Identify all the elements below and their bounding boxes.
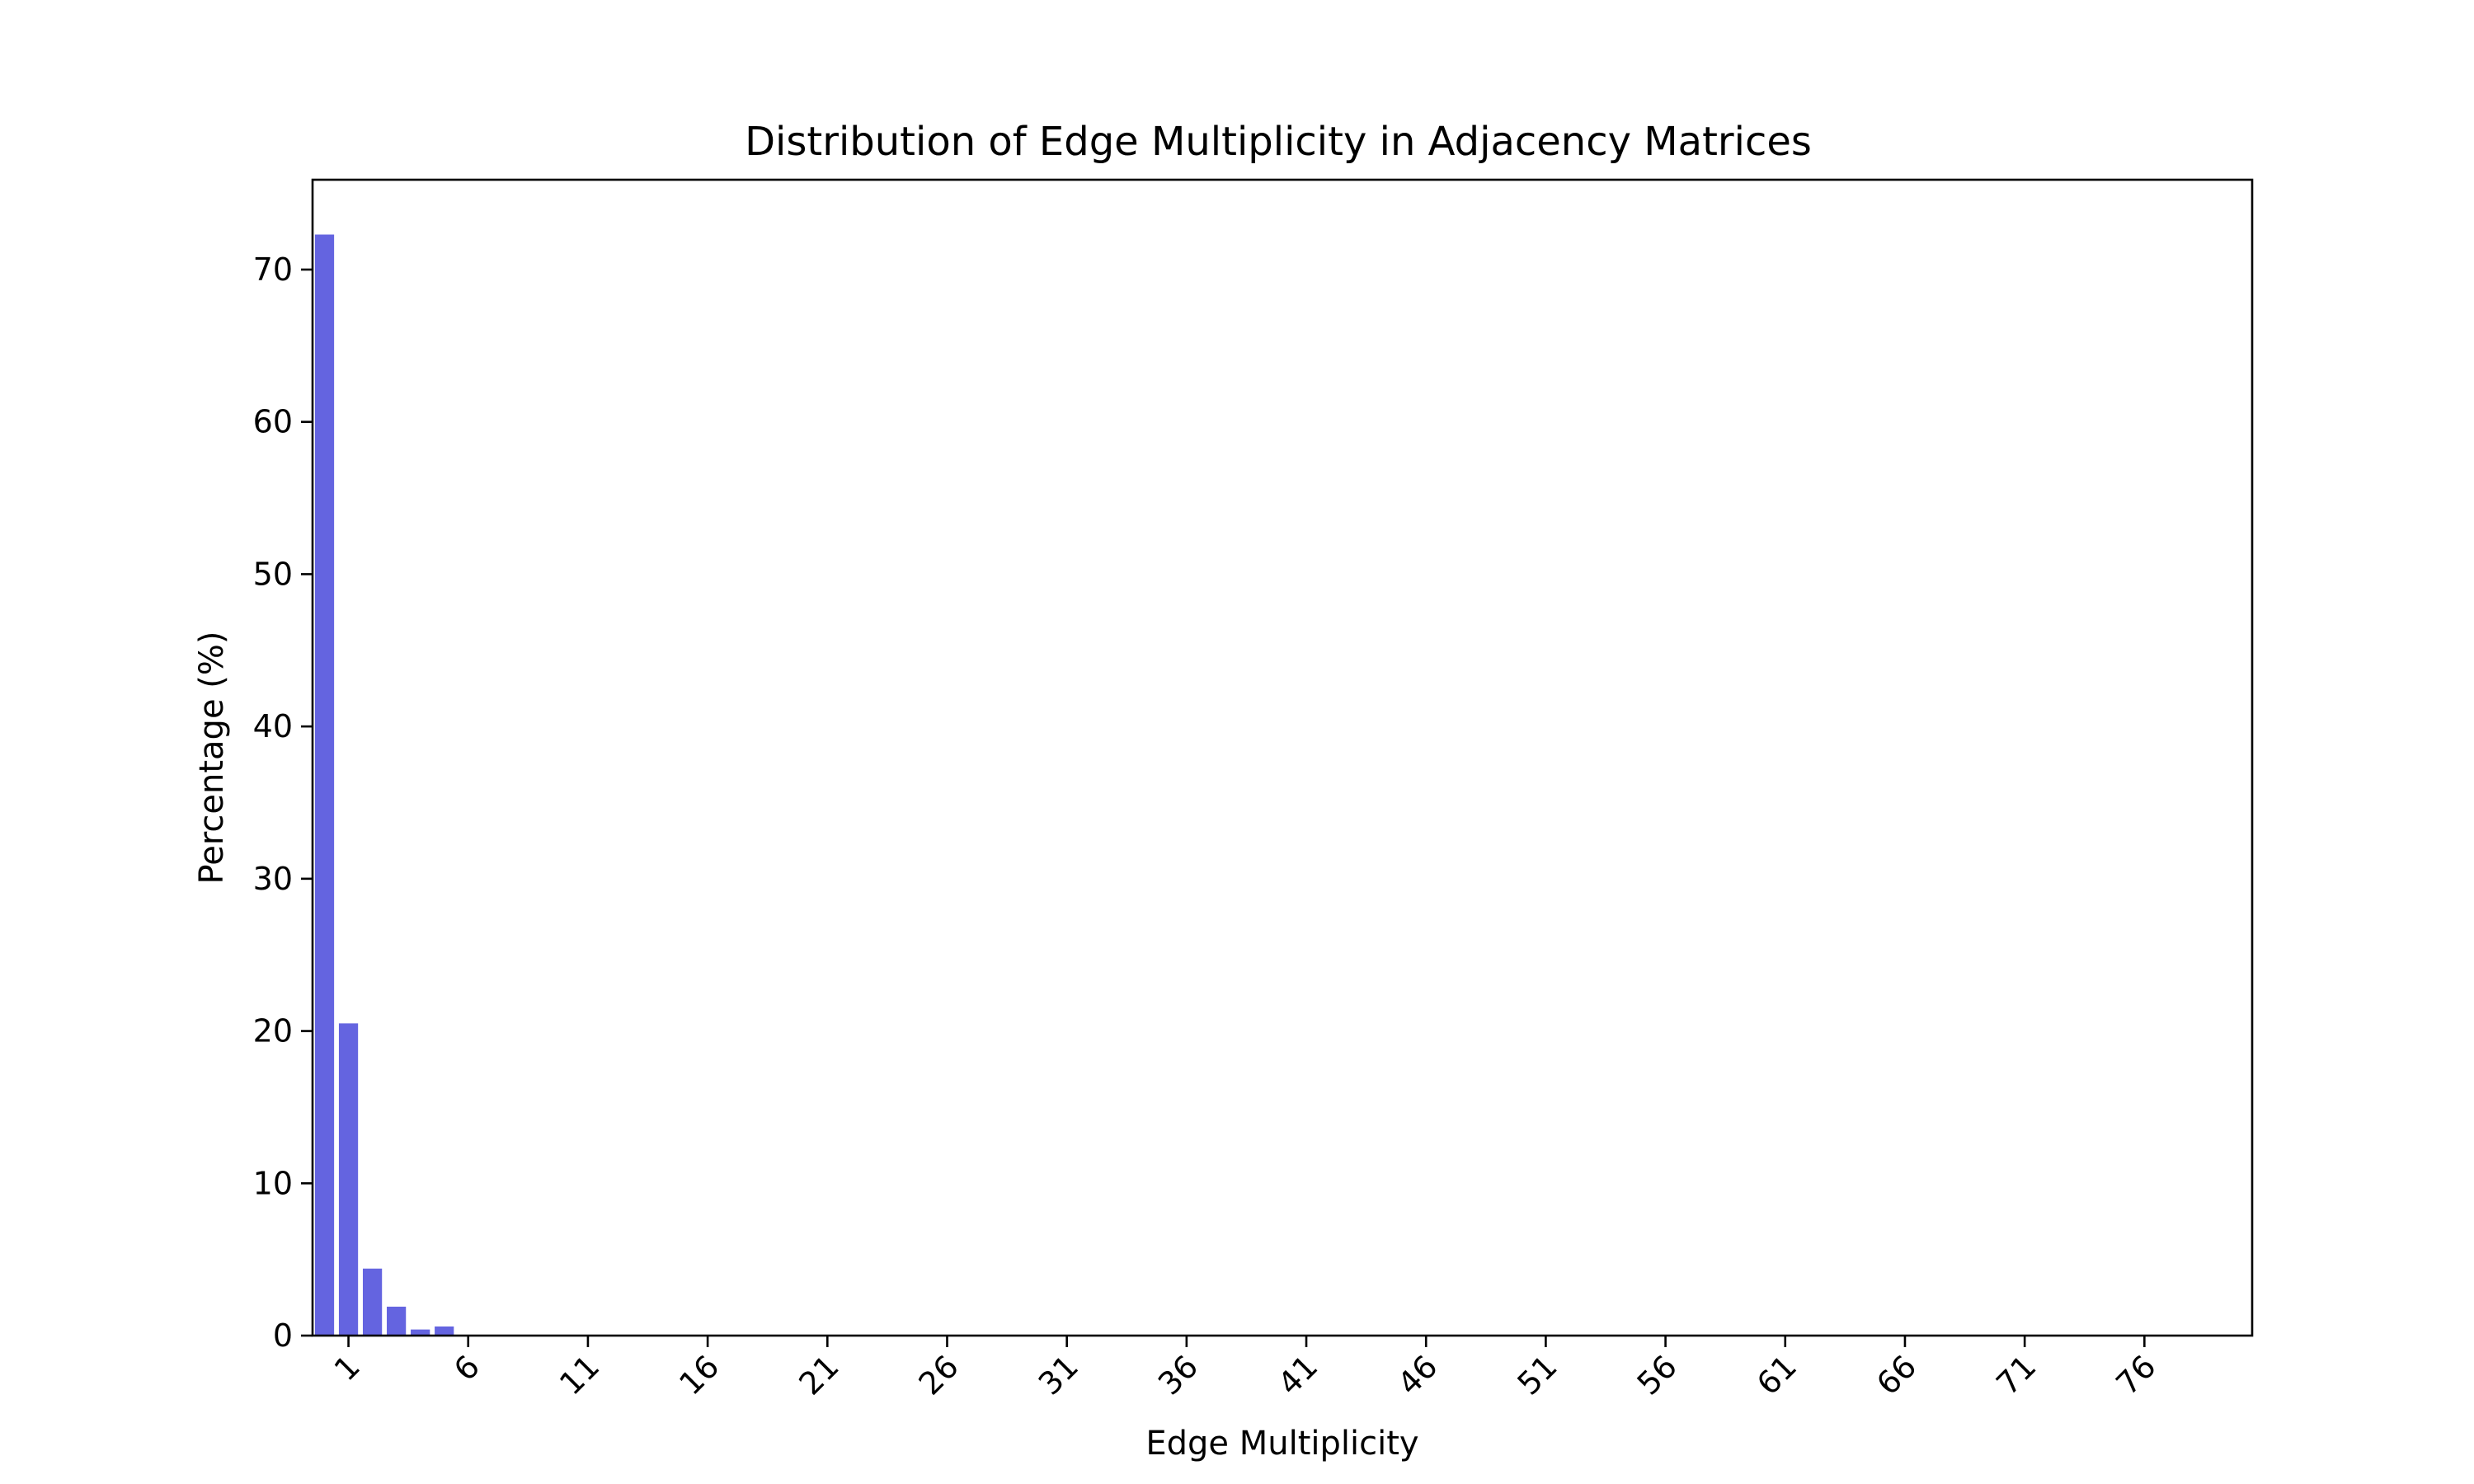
x-tick-label-36: 36 — [1151, 1348, 1205, 1402]
x-tick-label-61: 61 — [1750, 1348, 1804, 1402]
bar-1 — [338, 1023, 359, 1336]
y-tick-label-0: 0 — [273, 1317, 293, 1354]
y-tick-label-50: 50 — [253, 556, 293, 592]
x-axis-label: Edge Multiplicity — [1145, 1425, 1418, 1463]
x-tick-label-56: 56 — [1630, 1348, 1684, 1402]
bars — [314, 234, 454, 1336]
plot-area-frame — [311, 178, 2254, 1337]
y-axis-label: Percentage (%) — [193, 632, 231, 885]
chart-title: Distribution of Edge Multiplicity in Adj… — [745, 119, 1812, 165]
bar-2 — [362, 1268, 383, 1336]
y-tick-label-30: 30 — [253, 861, 293, 897]
x-tick-label-11: 11 — [553, 1348, 606, 1402]
x-tick-label-1: 1 — [327, 1348, 367, 1388]
x-tick-label-46: 46 — [1390, 1348, 1444, 1402]
bar-4 — [411, 1329, 430, 1336]
x-tick-label-66: 66 — [1870, 1348, 1923, 1402]
x-tick-label-41: 41 — [1271, 1348, 1324, 1402]
x-tick-label-71: 71 — [1989, 1348, 2043, 1402]
y-tick-label-10: 10 — [253, 1165, 293, 1201]
y-tick-label-40: 40 — [253, 708, 293, 744]
y-tick-label-20: 20 — [253, 1013, 293, 1050]
bar-5 — [435, 1326, 454, 1336]
x-tick-label-21: 21 — [792, 1348, 845, 1402]
y-tick-label-60: 60 — [253, 404, 293, 440]
x-tick-label-76: 76 — [2109, 1348, 2162, 1402]
x-tick-label-51: 51 — [1510, 1348, 1564, 1402]
x-axis: 1 6 11 16 21 26 31 36 41 46 51 56 61 66 71 76 — [327, 1336, 2163, 1402]
x-tick-label-6: 6 — [447, 1348, 487, 1388]
y-tick-label-70: 70 — [253, 251, 293, 288]
x-tick-label-31: 31 — [1032, 1348, 1085, 1402]
x-tick-label-16: 16 — [672, 1348, 726, 1402]
bar-0 — [314, 234, 335, 1336]
bar-3 — [387, 1306, 407, 1336]
y-axis: 0 10 20 30 40 50 60 70 — [253, 251, 313, 1354]
x-tick-label-26: 26 — [912, 1348, 966, 1402]
